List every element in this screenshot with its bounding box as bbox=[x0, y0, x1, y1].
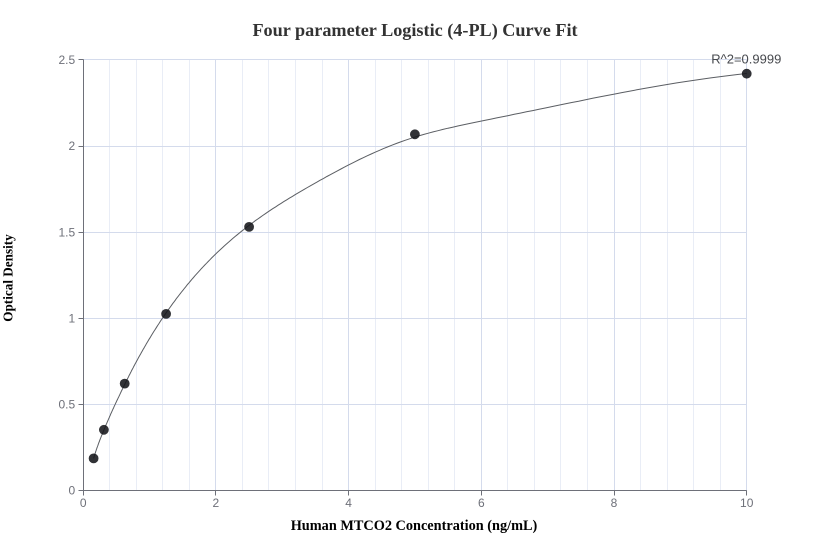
svg-text:0.5: 0.5 bbox=[59, 398, 76, 412]
svg-text:2: 2 bbox=[213, 496, 220, 510]
svg-text:4: 4 bbox=[345, 496, 352, 510]
svg-text:10: 10 bbox=[740, 496, 754, 510]
svg-text:2: 2 bbox=[69, 139, 76, 153]
svg-text:0: 0 bbox=[69, 484, 76, 498]
svg-text:8: 8 bbox=[611, 496, 618, 510]
svg-text:Four parameter Logistic (4-PL): Four parameter Logistic (4-PL) Curve Fit bbox=[252, 20, 577, 41]
svg-text:Human MTCO2 Concentration (ng/: Human MTCO2 Concentration (ng/mL) bbox=[291, 518, 538, 534]
svg-text:1.5: 1.5 bbox=[59, 225, 76, 239]
svg-text:2.5: 2.5 bbox=[59, 53, 76, 67]
svg-text:Optical Density: Optical Density bbox=[1, 234, 16, 322]
svg-text:0: 0 bbox=[80, 496, 87, 510]
svg-text:6: 6 bbox=[478, 496, 485, 510]
svg-text:1: 1 bbox=[69, 311, 76, 325]
svg-text:R^2=0.9999: R^2=0.9999 bbox=[711, 52, 781, 67]
